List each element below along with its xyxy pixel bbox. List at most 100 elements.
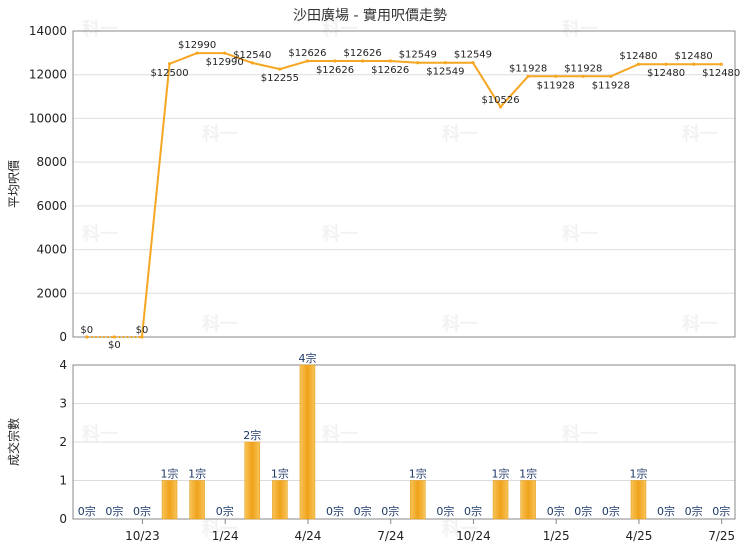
x-tick-label-4: 10/24 — [456, 529, 491, 543]
x-tick-label-7: 7/25 — [708, 529, 735, 543]
watermark-text-16: 科一 — [442, 518, 478, 540]
price-data-label-18: $11928 — [564, 63, 602, 74]
price-data-label-13: $12549 — [426, 67, 464, 78]
price-y-tick-7: 14000 — [29, 24, 67, 38]
price-panel: 0 2000 4000 6000 8000 10000 12000 14000 平均呎價 $0 $0… — [7, 24, 740, 351]
price-y-tick-1: 2000 — [36, 286, 67, 300]
price-data-label-22: $12480 — [675, 51, 713, 62]
volume-bar-15 — [492, 480, 509, 520]
volume-data-label-14: 0宗 — [464, 504, 482, 518]
volume-data-label-18: 0宗 — [574, 504, 592, 518]
volume-data-label-7: 1宗 — [271, 467, 289, 481]
x-tick-label-1: 1/24 — [212, 529, 239, 543]
volume-data-label-23: 0宗 — [712, 504, 730, 518]
volume-data-label-6: 2宗 — [243, 428, 261, 442]
x-tick-label-5: 1/25 — [543, 529, 570, 543]
volume-y-axis-label: 成交宗數 — [6, 418, 21, 466]
volume-data-label-0: 0宗 — [78, 504, 96, 518]
volume-bar-12 — [410, 480, 426, 520]
price-y-tick-5: 10000 — [29, 111, 67, 125]
volume-data-label-21: 0宗 — [657, 504, 675, 518]
price-point-23 — [719, 62, 723, 66]
price-data-label-23: $12480 — [702, 68, 740, 79]
watermark-text-3: 科一 — [202, 123, 238, 145]
price-point-13 — [443, 61, 447, 65]
price-point-4 — [195, 51, 199, 55]
watermark-text-2: 科一 — [562, 18, 598, 40]
watermark-text-10: 科一 — [442, 313, 478, 335]
price-point-5 — [223, 51, 227, 55]
volume-bar-16 — [520, 480, 536, 520]
price-series-line — [140, 52, 722, 338]
volume-data-label-5: 0宗 — [216, 504, 234, 518]
volume-data-label-19: 0宗 — [602, 504, 620, 518]
volume-bar-4 — [189, 480, 205, 520]
price-data-label-5: $12990 — [206, 57, 244, 68]
chart-title: 沙田廣場 - 實用呎價走勢 — [293, 7, 447, 24]
price-y-axis-label: 平均呎價 — [7, 160, 21, 208]
volume-y-tick-3: 3 — [59, 397, 67, 411]
volume-data-label-17: 0宗 — [547, 504, 565, 518]
price-data-label-21: $12480 — [647, 68, 685, 79]
price-data-label-9: $12626 — [316, 65, 354, 76]
volume-data-label-16: 1宗 — [519, 467, 537, 481]
price-data-label-20: $12480 — [619, 51, 657, 62]
volume-data-label-8: 4宗 — [298, 351, 316, 365]
price-y-tick-3: 6000 — [36, 199, 67, 213]
price-data-label-4: $12990 — [178, 40, 216, 51]
price-data-label-10: $12626 — [344, 48, 382, 59]
volume-bar-8 — [299, 364, 316, 520]
price-point-0 — [85, 335, 89, 339]
price-point-17 — [554, 74, 558, 78]
price-point-6 — [250, 61, 254, 65]
volume-data-label-22: 0宗 — [685, 504, 703, 518]
watermark-text-6: 科一 — [82, 223, 118, 245]
volume-y-tick-4: 4 — [59, 358, 67, 372]
price-point-20 — [636, 62, 641, 66]
price-data-label-0: $0 — [80, 325, 93, 336]
volume-data-label-12: 1宗 — [409, 467, 427, 481]
volume-data-label-2: 0宗 — [133, 504, 151, 518]
x-tick-label-2: 4/24 — [294, 529, 321, 543]
volume-bar-3 — [161, 480, 178, 520]
price-y-tick-6: 12000 — [29, 68, 67, 82]
price-data-label-14: $12549 — [454, 50, 492, 61]
volume-data-label-1: 0宗 — [105, 504, 123, 518]
watermark-text-11: 科一 — [682, 313, 718, 335]
price-point-1 — [112, 335, 116, 339]
price-point-15 — [498, 105, 503, 109]
watermark-text-12: 科一 — [82, 423, 118, 445]
volume-data-label-3: 1宗 — [161, 467, 179, 481]
volume-y-tick-2: 2 — [59, 435, 67, 449]
price-point-10 — [361, 59, 365, 63]
watermark-text-14: 科一 — [562, 423, 598, 445]
price-data-label-8: $12626 — [288, 48, 326, 59]
price-point-2 — [140, 335, 144, 339]
volume-data-label-4: 1宗 — [188, 467, 206, 481]
watermark-text-13: 科一 — [322, 423, 358, 445]
volume-bar-6 — [244, 441, 261, 520]
watermark-text-1: 科一 — [322, 18, 358, 40]
volume-data-label-15: 1宗 — [492, 467, 510, 481]
price-point-22 — [692, 62, 696, 66]
price-data-label-1: $0 — [108, 340, 121, 351]
price-point-9 — [333, 59, 337, 63]
volume-plot-frame — [72, 364, 736, 520]
price-data-label-17: $11928 — [537, 80, 575, 91]
volume-data-label-20: 1宗 — [629, 467, 647, 481]
price-data-label-6: $12540 — [233, 50, 271, 61]
volume-y-tick-1: 1 — [59, 474, 67, 488]
price-point-12 — [416, 61, 420, 65]
price-point-11 — [388, 59, 392, 63]
price-data-label-7: $12255 — [261, 73, 299, 84]
x-tick-label-0: 10/23 — [125, 529, 160, 543]
price-data-label-3: $12500 — [150, 68, 188, 79]
price-point-21 — [664, 62, 668, 66]
watermark-text-5: 科一 — [682, 123, 718, 145]
price-data-label-12: $12549 — [399, 50, 437, 61]
price-point-7 — [278, 67, 282, 71]
watermark-text-15: 科一 — [202, 518, 238, 540]
watermark-text-9: 科一 — [202, 313, 238, 335]
